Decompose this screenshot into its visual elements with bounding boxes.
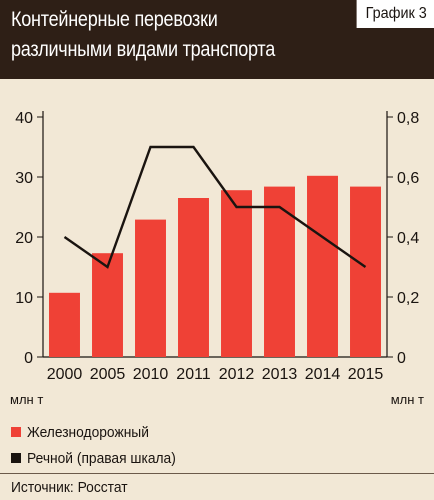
y-left-tick-label: 0 xyxy=(24,350,33,367)
bar-2000 xyxy=(49,292,80,357)
legend-swatch-rail xyxy=(11,427,21,437)
chart-plot: 0 10 20 30 40 0 0,2 0,4 0,6 0,8 2000 2005 2010 2011 20… xyxy=(10,110,424,407)
chart-title: Контейнерные перевозки различными видами… xyxy=(11,8,275,61)
legend-item-river: Речной (правая шкала) xyxy=(11,448,189,468)
y-right-tick-label: 0,6 xyxy=(397,170,419,187)
divider xyxy=(0,473,434,474)
x-tick-label-2014: 2014 xyxy=(305,366,341,383)
y-left-tick-label: 20 xyxy=(15,230,33,247)
x-tick-label-2011: 2011 xyxy=(176,366,211,383)
legend-label-river: Речной (правая шкала) xyxy=(27,449,176,467)
y-left-tick-label: 40 xyxy=(15,110,33,127)
chart-number-badge: График 3 xyxy=(356,0,434,28)
x-tick-label-2013: 2013 xyxy=(262,366,298,383)
x-tick-label-2010: 2010 xyxy=(133,366,169,383)
legend-label-rail: Железнодорожный xyxy=(27,423,149,441)
y-right-unit-label: млн т xyxy=(391,392,424,407)
legend-item-rail: Железнодорожный xyxy=(11,422,160,442)
bar-2015 xyxy=(350,186,381,357)
legend-swatch-river xyxy=(11,453,21,463)
x-tick-label-2015: 2015 xyxy=(348,366,384,383)
y-right-tick-label: 0,8 xyxy=(397,110,419,127)
bar-2013 xyxy=(264,186,295,357)
x-tick-label-2005: 2005 xyxy=(90,366,126,383)
source-note: Источник: Росстат xyxy=(11,479,128,496)
line-river xyxy=(63,145,367,269)
bar-2014 xyxy=(307,175,338,357)
y-left-unit-label: млн т xyxy=(10,392,43,407)
y-left-tick-label: 10 xyxy=(15,290,33,307)
bar-2011 xyxy=(178,198,209,357)
y-left-tick-label: 30 xyxy=(15,170,33,187)
y-right-tick-label: 0,2 xyxy=(397,290,419,307)
y-right-tick-label: 0,4 xyxy=(397,230,419,247)
bar-2010 xyxy=(135,219,166,357)
x-tick-label-2000: 2000 xyxy=(47,366,83,383)
header-bar: Контейнерные перевозки различными видами… xyxy=(0,0,434,79)
bar-2012 xyxy=(221,190,252,357)
bar-2005 xyxy=(92,253,123,357)
y-right-tick-label: 0 xyxy=(397,350,406,367)
x-tick-label-2012: 2012 xyxy=(219,366,255,383)
